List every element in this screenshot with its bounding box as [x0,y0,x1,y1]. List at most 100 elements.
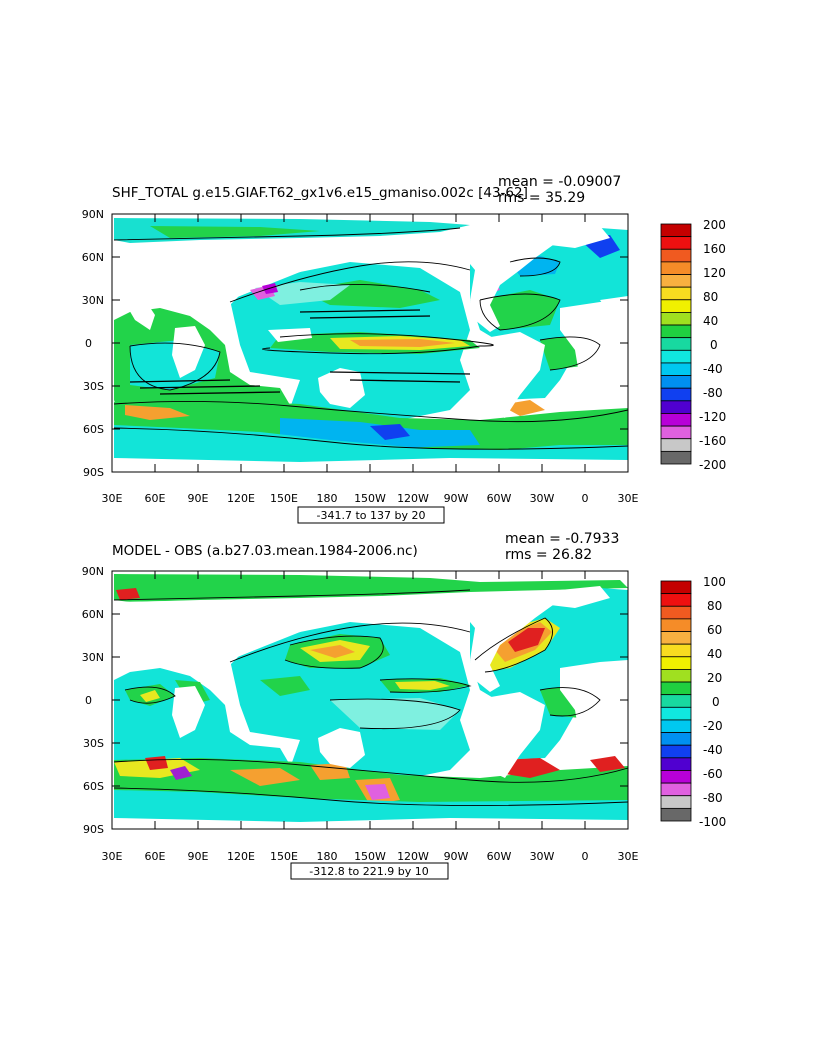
panel-1-rms: rms = 35.29 [498,190,585,206]
colorbar-swatch [660,362,692,376]
colorbar-label: 200 [703,218,726,232]
lon-label: 120W [397,492,429,505]
lat-label: 30N [82,294,104,307]
colorbar-label: 100 [703,575,726,589]
colorbar-label: -80 [703,791,723,805]
colorbar-swatch [660,744,692,759]
colorbar-label: 20 [707,671,722,685]
lat-label: 90S [83,466,104,479]
panel-2-range-label: -312.8 to 221.9 by 10 [309,865,428,878]
colorbar-swatch [660,312,692,326]
colorbar-swatch [660,223,692,238]
colorbar-swatch [660,261,692,275]
colorbar-label: -40 [703,743,723,757]
panel-2-colorbar-labels: 100 80 60 40 20 0 -20 -40 -60 -80 -100 [699,575,726,829]
colorbar-label: 160 [703,242,726,256]
lat-label: 0 [85,337,92,350]
lon-label: 30E [102,492,123,505]
colorbar-swatch [660,706,692,721]
panel-2-colorbar [660,580,692,822]
colorbar-swatch [660,324,692,339]
lon-label: 90E [188,850,209,863]
lon-label: 180 [317,850,338,863]
colorbar-label: -120 [699,410,726,424]
lon-label: 0 [582,850,589,863]
colorbar-swatch [660,732,692,746]
colorbar-swatch [660,681,692,696]
lon-label: 120E [227,850,255,863]
lon-label: 60E [145,850,166,863]
lat-label: 90S [83,823,104,836]
colorbar-label: -20 [703,719,723,733]
lat-label: 30S [83,380,104,393]
colorbar-swatch [660,580,692,595]
map-panel-1: SHF_TOTAL g.e15.GIAF.T62_gx1v6.e15_gmani… [82,174,726,524]
panel-1-colorbar [660,223,692,465]
lat-label: 90N [82,208,104,221]
colorbar-label: 0 [712,695,720,709]
panel-2-field [112,571,628,829]
lon-label: 30E [102,850,123,863]
colorbar-swatch [660,248,692,263]
lon-label: 120W [397,850,429,863]
panel-2-lon-labels: 30E 60E 90E 120E 150E 180 150W 120W 90W … [102,850,639,863]
panel-1-mean: mean = -0.09007 [498,174,621,190]
colorbar-label: -80 [703,386,723,400]
panel-1-colorbar-labels: 200 160 120 80 40 0 -40 -80 -120 -160 -2… [699,218,726,472]
map-panel-2: MODEL - OBS (a.b27.03.mean.1984-2006.nc)… [82,531,726,880]
panel-2-lat-labels: 90N 60N 30N 0 30S 60S 90S [82,565,104,836]
colorbar-swatch [660,694,692,708]
lat-label: 0 [85,694,92,707]
colorbar-swatch [660,656,692,670]
colorbar-label: 120 [703,266,726,280]
colorbar-swatch [660,236,692,250]
lat-label: 30N [82,651,104,664]
lon-label: 60W [487,850,512,863]
colorbar-label: 80 [707,599,722,613]
colorbar-label: -40 [703,362,723,376]
colorbar-swatch [660,274,692,288]
panel-2-title: MODEL - OBS (a.b27.03.mean.1984-2006.nc) [112,543,418,559]
colorbar-swatch [660,387,692,402]
colorbar-swatch [660,450,692,465]
colorbar-swatch [660,669,692,683]
lon-label: 90W [444,850,469,863]
colorbar-label: -200 [699,458,726,472]
lat-label: 90N [82,565,104,578]
colorbar-label: 40 [703,314,718,328]
colorbar-label: 80 [703,290,718,304]
panel-1-range-box [297,506,445,524]
colorbar-label: 60 [707,623,722,637]
lon-label: 90E [188,492,209,505]
colorbar-swatch [660,795,692,809]
colorbar-swatch [660,286,692,301]
lon-label: 0 [582,492,589,505]
colorbar-swatch [660,337,692,351]
panel-2-rms: rms = 26.82 [505,547,592,563]
lon-label: 150W [354,850,386,863]
colorbar-swatch [660,631,692,645]
lon-label: 150E [270,850,298,863]
lon-label: 120E [227,492,255,505]
panel-1-lat-labels: 90N 60N 30N 0 30S 60S 90S [82,208,104,479]
colorbar-swatch [660,438,692,452]
colorbar-swatch [660,618,692,632]
colorbar-swatch [660,605,692,620]
colorbar-swatch [660,375,692,389]
colorbar-label: -100 [699,815,726,829]
lon-label: 150W [354,492,386,505]
lat-label: 60N [82,251,104,264]
lon-label: 30E [618,850,639,863]
colorbar-swatch [660,757,692,771]
colorbar-swatch [660,299,692,313]
panel-1-lon-labels: 30E 60E 90E 120E 150E 180 150W 120W 90W … [102,492,639,505]
lat-label: 60S [83,780,104,793]
lon-label: 180 [317,492,338,505]
colorbar-swatch [660,782,692,797]
colorbar-swatch [660,593,692,607]
panel-1-field [112,214,628,472]
colorbar-label: 40 [707,647,722,661]
lat-label: 60N [82,608,104,621]
lat-label: 60S [83,423,104,436]
colorbar-swatch [660,413,692,427]
